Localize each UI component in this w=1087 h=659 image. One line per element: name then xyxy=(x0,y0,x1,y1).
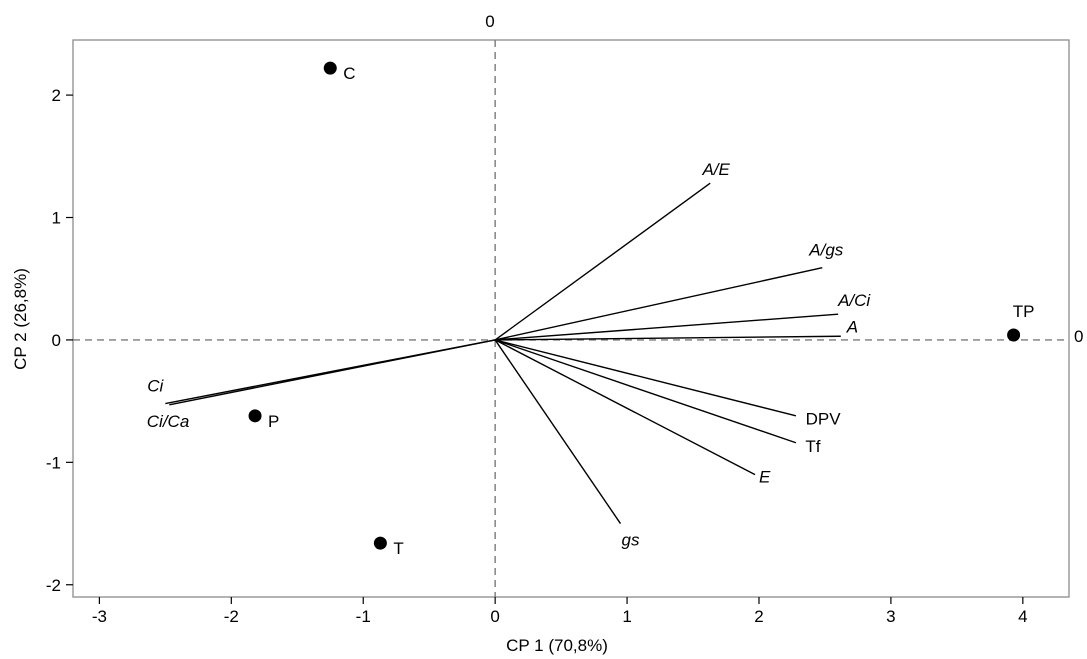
vector-label-a: A xyxy=(846,317,858,336)
plot-frame xyxy=(72,39,1070,598)
loading-vectors: A/E A/gs A/Ci A DPV Tf Egs Ci Ci/Ca xyxy=(147,160,872,549)
point-p xyxy=(248,409,262,423)
point-label-c: C xyxy=(343,64,355,83)
x-tick-label: 1 xyxy=(622,607,631,626)
vector-ci-ca xyxy=(169,339,496,406)
zero-ref-label-right: 0 xyxy=(1074,327,1083,346)
point-label-p: P xyxy=(268,412,279,431)
vector-label-a-ci: A/Ci xyxy=(837,291,871,310)
x-tick-label: 0 xyxy=(490,607,499,626)
vector-label-a-e: A/E xyxy=(701,160,730,179)
point-label-tp: TP xyxy=(1013,302,1035,321)
vector-label-e: E xyxy=(759,468,771,487)
zero-reference-lines xyxy=(73,40,1069,597)
x-tick-label: -2 xyxy=(224,607,239,626)
vector-label-dpv: DPV xyxy=(806,409,842,428)
vector-e xyxy=(494,339,756,476)
y-tick-label: 0 xyxy=(52,331,61,350)
y-tick-label: 1 xyxy=(52,209,61,228)
vector-a-gs xyxy=(494,267,823,341)
x-tick-label: 4 xyxy=(1018,607,1027,626)
x-axis-label: CP 1 (70,8%) xyxy=(506,636,608,655)
x-tick-label: -1 xyxy=(356,607,371,626)
vector-a-ci xyxy=(495,313,839,341)
vector-label-ci-ca: Ci/Ca xyxy=(147,412,190,431)
vector-a xyxy=(495,335,841,341)
vector-tf xyxy=(494,339,797,444)
vector-label-gs: gs xyxy=(621,531,639,550)
point-tp xyxy=(1007,328,1021,342)
y-axis-label: CP 2 (26,8%) xyxy=(11,268,30,370)
vector-dpv xyxy=(494,339,797,417)
y-tick-label: -1 xyxy=(46,453,61,472)
x-tick-label: 2 xyxy=(754,607,763,626)
y-axis: -2 -1 0 1 2 xyxy=(46,86,73,595)
vector-label-tf: Tf xyxy=(805,437,820,456)
x-axis: -3 -2 -1 0 1 2 3 4 xyxy=(92,597,1028,626)
vector-label-a-gs: A/gs xyxy=(808,241,844,260)
x-tick-label: 3 xyxy=(886,607,895,626)
x-tick-label: -3 xyxy=(92,607,107,626)
point-t xyxy=(373,536,387,550)
point-label-t: T xyxy=(393,539,403,558)
score-points: C P T TP xyxy=(248,61,1035,558)
vector-a-e xyxy=(494,182,711,341)
zero-ref-label-top: 0 xyxy=(485,12,494,31)
y-tick-label: -2 xyxy=(46,576,61,595)
vector-label-ci: Ci xyxy=(147,377,164,396)
y-tick-label: 2 xyxy=(52,86,61,105)
point-c xyxy=(323,61,337,75)
vector-gs xyxy=(494,339,622,524)
